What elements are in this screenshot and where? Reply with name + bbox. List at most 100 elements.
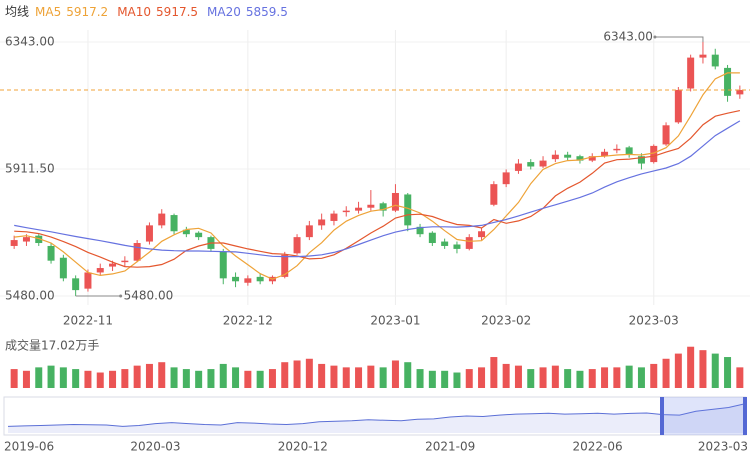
overview-area (8, 403, 745, 433)
candle-body (170, 215, 178, 232)
volume-bar (281, 362, 289, 388)
volume-bar (391, 360, 399, 388)
candle-body (10, 240, 18, 246)
candle-body (59, 257, 67, 279)
volume-bar (478, 367, 486, 388)
candle-body (109, 263, 117, 267)
volume-bar (699, 350, 707, 388)
navigator-window[interactable] (662, 397, 745, 435)
annotation-dot (119, 294, 123, 298)
volume-bar (441, 370, 449, 388)
volume-bar (428, 370, 436, 388)
volume-bar (59, 367, 67, 388)
volume-bar (72, 369, 80, 388)
candle-body (453, 244, 461, 249)
candle-body (601, 151, 609, 157)
volume-bar (601, 367, 609, 388)
volume-bar (145, 363, 153, 388)
volume-bar (133, 365, 141, 388)
candle-body (133, 243, 141, 261)
volume-bar (207, 369, 215, 388)
candle-body (637, 156, 645, 164)
candle-body (342, 210, 350, 213)
legend-name: MA5 (35, 5, 61, 19)
volume-bar (219, 363, 227, 388)
candle-body (182, 229, 190, 235)
volume-bar (293, 360, 301, 388)
volume-bar (404, 362, 412, 388)
legend-value: 5859.5 (246, 5, 288, 19)
candle-body (22, 237, 30, 242)
candle-body (219, 251, 227, 279)
candle-body (465, 237, 473, 249)
candle-body (699, 54, 707, 58)
annotation-line (654, 36, 704, 42)
candle-body (256, 276, 264, 282)
ma-line (14, 72, 740, 280)
volume-bar (502, 363, 510, 388)
candle-body (355, 207, 363, 211)
candle-body (318, 219, 326, 226)
x-tick-label: 2022-11 (63, 314, 113, 328)
candle-body (613, 148, 621, 151)
volume-bar (416, 369, 424, 388)
candle-body (72, 278, 80, 291)
annotation-dot (653, 35, 657, 39)
legend-entry: MA20 5859.5 (207, 5, 288, 19)
candle-body (576, 156, 584, 161)
volume-bar (613, 367, 621, 388)
x-tick-label: 2023-03 (629, 314, 679, 328)
navigator-handle[interactable] (660, 397, 664, 435)
overview-label: 2019-06 (4, 440, 54, 454)
volume-bar (539, 367, 547, 388)
annotation-label: 5480.00 (124, 289, 174, 303)
navigator-handle[interactable] (743, 397, 747, 435)
volume-bar (465, 369, 473, 388)
volume-bar (724, 357, 732, 388)
volume-bar (576, 370, 584, 388)
candle-body (404, 194, 412, 226)
candle-body (502, 172, 510, 185)
overview-label: 2020-03 (130, 440, 180, 454)
volume-bar (244, 370, 252, 388)
candle-body (35, 235, 43, 244)
legend-name: MA20 (207, 5, 241, 19)
overview-label: 2020-12 (278, 440, 328, 454)
y-tick-label: 6343.00 (5, 35, 55, 49)
volume-bar (736, 367, 744, 388)
legend-value: 5917.2 (66, 5, 108, 19)
candle-body (539, 160, 547, 167)
candle-body (441, 241, 449, 246)
candle-body (96, 268, 104, 273)
volume-bar (662, 358, 670, 388)
candle-body (145, 225, 153, 242)
volume-bar (379, 367, 387, 388)
legend-name: MA10 (117, 5, 151, 19)
volume-bar (588, 369, 596, 388)
volume-bar (514, 365, 522, 388)
candle-body (711, 54, 719, 67)
overview-label: 2021-09 (425, 440, 475, 454)
legend-entry: MA5 5917.2 (35, 5, 108, 19)
legend-title: 均线 (5, 5, 29, 19)
overview-line (7, 403, 746, 427)
candle-body (281, 254, 289, 277)
volume-bar (490, 357, 498, 388)
candle-body (47, 245, 55, 261)
volume-bar (195, 370, 203, 388)
candle-body (490, 184, 498, 205)
candle-body (195, 232, 203, 238)
volume-bar (342, 367, 350, 388)
volume-bar (96, 372, 104, 388)
volume-bar (367, 365, 375, 388)
volume-bar (121, 369, 129, 388)
x-tick-label: 2022-12 (223, 314, 273, 328)
candle-body (588, 156, 596, 161)
volume-bar (305, 358, 313, 388)
volume-bar (158, 362, 166, 388)
candle-body (674, 89, 682, 123)
volume-bar (637, 367, 645, 388)
candle-body (527, 162, 535, 167)
candle-body (158, 213, 166, 226)
